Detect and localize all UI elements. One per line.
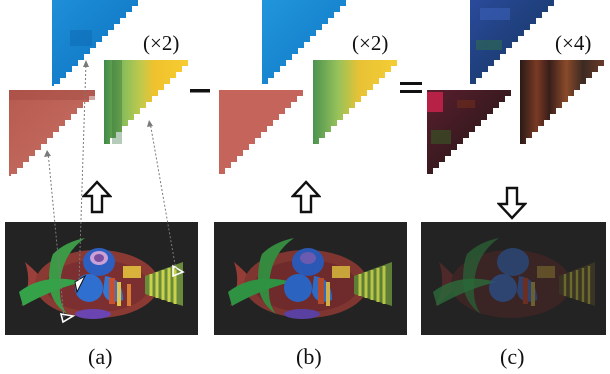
caption-c: (c) — [500, 344, 525, 369]
scale-label-a: (×2) — [143, 31, 180, 55]
crop-red-b — [219, 90, 303, 174]
scale-label-b: (×2) — [352, 31, 389, 55]
arrow-up-b — [291, 180, 321, 214]
fish-panel-a — [5, 222, 198, 335]
crop-blue-c — [470, 0, 554, 84]
crop-blue-b — [262, 0, 346, 84]
caption-a: (a) — [88, 344, 113, 369]
caption-b: (b) — [296, 344, 322, 369]
minus-operator — [190, 89, 210, 93]
arrow-up-a — [82, 180, 112, 214]
crop-red-a — [9, 90, 95, 176]
fish-panel-c — [421, 222, 606, 335]
crop-blue-a — [52, 0, 138, 86]
fish-panel-b — [214, 222, 407, 335]
crop-stripe-c — [520, 60, 604, 144]
crop-stripe-a — [104, 60, 188, 144]
arrow-down-c — [497, 186, 527, 220]
crop-stripe-b — [313, 60, 397, 144]
scale-label-c: (×4) — [555, 31, 592, 55]
crop-red-c — [427, 90, 511, 174]
equals-operator — [400, 82, 422, 93]
